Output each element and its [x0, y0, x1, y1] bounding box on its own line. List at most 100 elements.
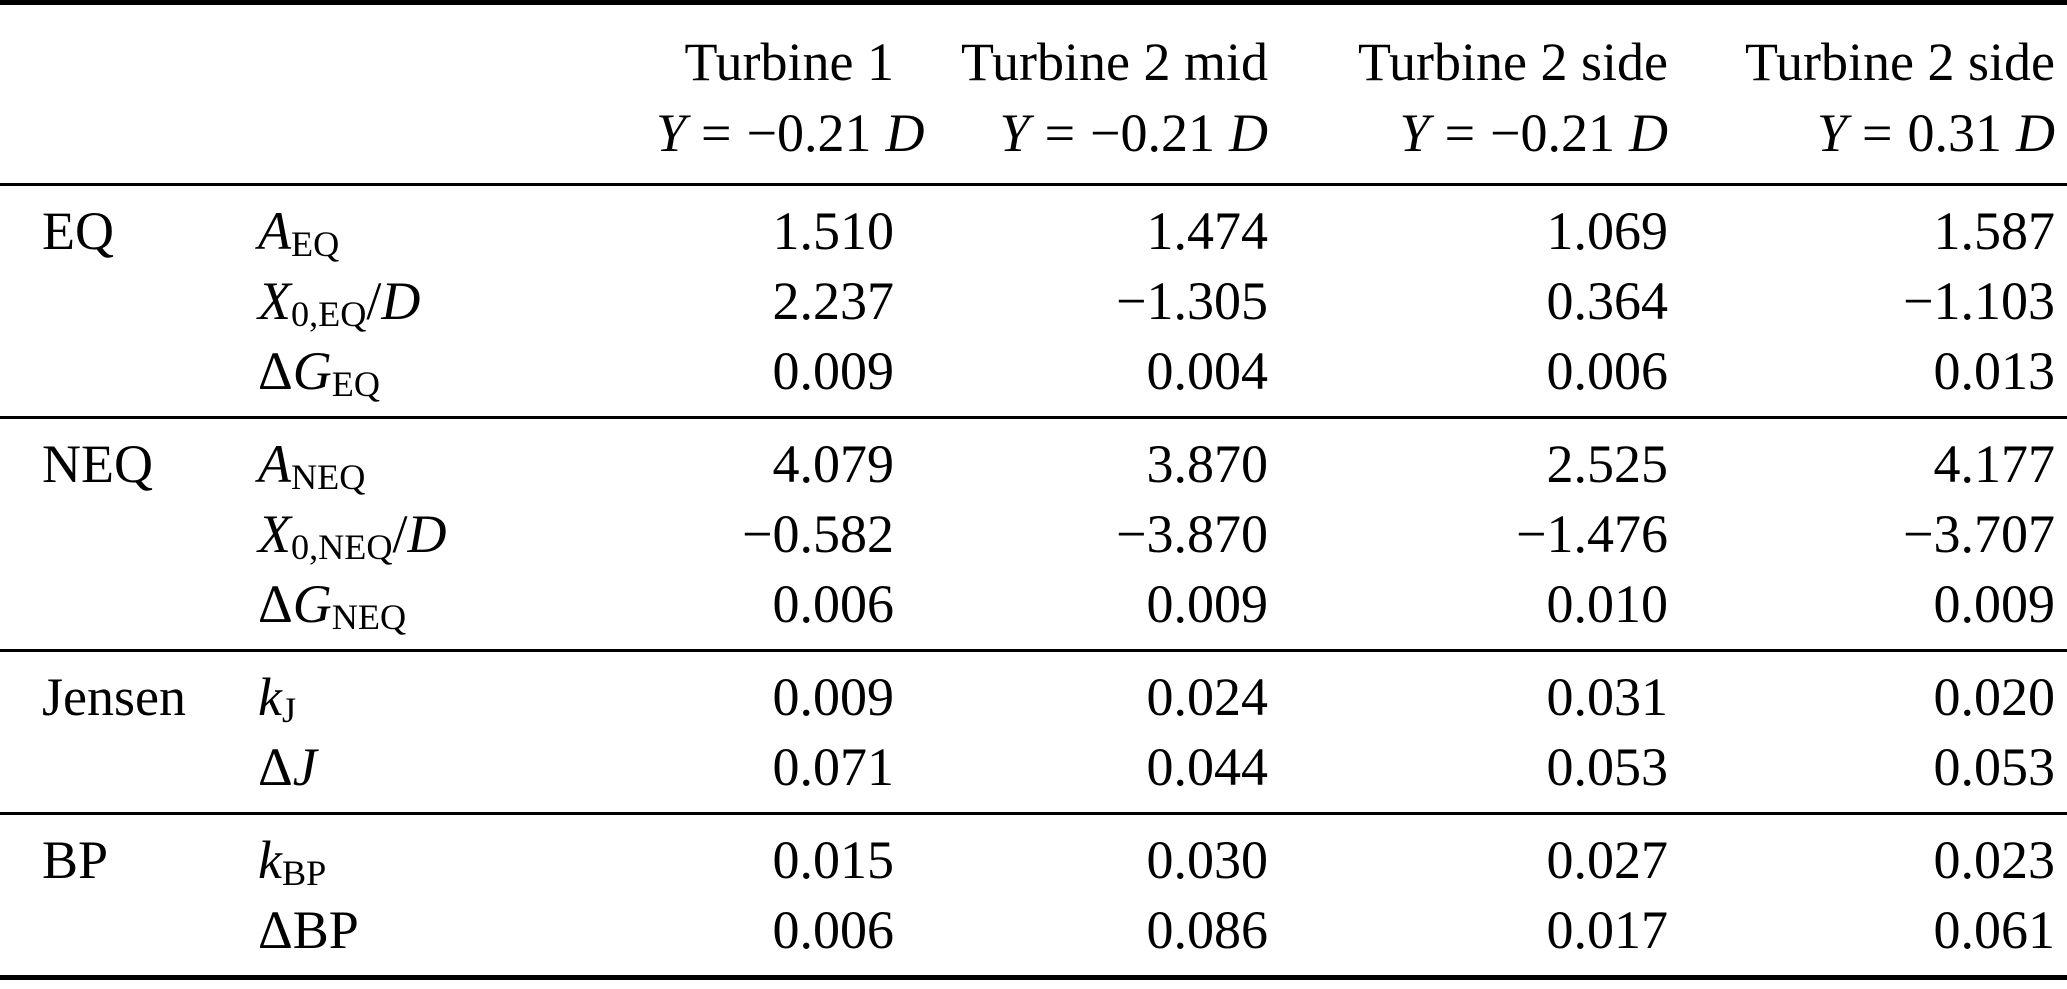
- group-label: BP: [42, 830, 109, 890]
- param-slash: /: [366, 271, 382, 331]
- value-cell: 0.015: [772, 830, 895, 890]
- param-symbol: A: [258, 201, 291, 261]
- row-delta-g-neq: ΔGNEQ 0.006 0.009 0.010 0.009: [0, 569, 2067, 651]
- param-label: ΔGNEQ: [216, 569, 656, 651]
- value-cell: 0.364: [1546, 271, 1669, 331]
- value-cell: 4.177: [1933, 434, 2056, 494]
- value-cell: 0.020: [1933, 667, 2056, 727]
- y-value: −0.21: [1090, 103, 1215, 163]
- row-x0-eq: X0,EQ/D 2.237 −1.305 0.364 −1.103: [0, 266, 2067, 336]
- column-y-position: Y = 0.31 D: [1668, 97, 2067, 169]
- value-cell: 0.009: [1146, 574, 1269, 634]
- param-subscript: EQ: [291, 223, 340, 264]
- value-cell: 1.587: [1933, 201, 2056, 261]
- value-cell: 0.009: [1933, 574, 2056, 634]
- y-value: −0.21: [1490, 103, 1615, 163]
- y-symbol: Y: [999, 103, 1030, 163]
- value-cell: 0.030: [1146, 830, 1269, 890]
- row-delta-j: ΔJ 0.071 0.044 0.053 0.053: [0, 732, 2067, 814]
- param-label: kBP: [216, 814, 656, 896]
- y-value: −0.21: [746, 103, 872, 163]
- param-label: ANEQ: [216, 418, 656, 500]
- param-label: ΔGEQ: [216, 336, 656, 418]
- value-cell: 0.071: [772, 737, 895, 797]
- column-title: Turbine 2 side: [1744, 32, 2055, 92]
- param-post-symbol: D: [381, 271, 421, 331]
- param-slash: /: [392, 504, 408, 564]
- value-cell: 0.061: [1933, 900, 2056, 960]
- group-label: Jensen: [42, 667, 186, 727]
- value-cell: 0.044: [1146, 737, 1269, 797]
- column-y-position: Y = −0.21 D: [1268, 97, 1668, 169]
- value-cell: 0.006: [772, 900, 895, 960]
- value-cell: 0.024: [1146, 667, 1269, 727]
- param-label: X0,NEQ/D: [216, 499, 656, 569]
- value-cell: 0.006: [1546, 341, 1669, 401]
- param-symbol: G: [292, 574, 332, 634]
- row-a-eq: EQ AEQ 1.510 1.474 1.069 1.587: [0, 185, 2067, 267]
- section-bp: BP kBP 0.015 0.030 0.027 0.023 ΔBP 0.006…: [0, 813, 2067, 978]
- param-subscript: J: [281, 689, 297, 730]
- value-cell: 1.474: [1146, 201, 1269, 261]
- column-header-turbine2-mid: Turbine 2 mid Y = −0.21 D: [894, 3, 1268, 185]
- value-cell: −3.707: [1903, 504, 2055, 564]
- param-subscript: BP: [281, 852, 327, 893]
- value-cell: 3.870: [1146, 434, 1269, 494]
- group-label: NEQ: [42, 434, 153, 494]
- param-symbol: X: [258, 504, 291, 564]
- group-label-empty: [0, 732, 216, 814]
- value-cell: −1.305: [1116, 271, 1268, 331]
- row-k-jensen: Jensen kJ 0.009 0.024 0.031 0.020: [0, 651, 2067, 733]
- group-label-empty: [0, 569, 216, 651]
- group-label: EQ: [42, 201, 114, 261]
- value-cell: 0.027: [1546, 830, 1669, 890]
- value-cell: 0.023: [1933, 830, 2056, 890]
- y-symbol: Y: [656, 103, 687, 163]
- value-cell: 0.010: [1546, 574, 1669, 634]
- value-cell: 1.069: [1546, 201, 1669, 261]
- param-symbol: G: [292, 341, 332, 401]
- y-symbol: Y: [1399, 103, 1430, 163]
- param-label: ΔJ: [216, 732, 656, 814]
- value-cell: 0.009: [772, 667, 895, 727]
- row-delta-bp: ΔBP 0.006 0.086 0.017 0.061: [0, 895, 2067, 978]
- value-cell: 0.053: [1546, 737, 1669, 797]
- section-jensen: Jensen kJ 0.009 0.024 0.031 0.020 ΔJ 0.0…: [0, 650, 2067, 814]
- value-cell: 0.017: [1546, 900, 1669, 960]
- corner-cell-param: [216, 3, 656, 185]
- param-subscript: 0,NEQ: [291, 526, 393, 567]
- header-row: Turbine 1 Y = −0.21 D Turbine 2 mid Y = −0.21…: [0, 3, 2067, 185]
- value-cell: 0.053: [1933, 737, 2056, 797]
- param-symbol: J: [292, 737, 317, 797]
- param-label: kJ: [216, 651, 656, 733]
- value-cell: 0.086: [1146, 900, 1269, 960]
- param-label: ΔBP: [216, 895, 656, 978]
- equals-sign: =: [1862, 103, 1893, 163]
- param-prefix: Δ: [258, 737, 293, 797]
- value-cell: 0.013: [1933, 341, 2056, 401]
- param-prefix: Δ: [258, 900, 293, 960]
- row-a-neq: NEQ ANEQ 4.079 3.870 2.525 4.177: [0, 418, 2067, 500]
- value-cell: 0.006: [772, 574, 895, 634]
- column-header-turbine2-side-b: Turbine 2 side Y = 0.31 D: [1668, 3, 2067, 185]
- value-cell: 0.009: [772, 341, 895, 401]
- param-label: AEQ: [216, 185, 656, 267]
- group-label-empty: [0, 895, 216, 978]
- section-neq: NEQ ANEQ 4.079 3.870 2.525 4.177 X0,NEQ/…: [0, 417, 2067, 651]
- value-cell: −0.582: [742, 504, 894, 564]
- group-label-empty: [0, 336, 216, 418]
- table-header: Turbine 1 Y = −0.21 D Turbine 2 mid Y = −0.21…: [0, 3, 2067, 185]
- value-cell: 4.079: [772, 434, 895, 494]
- param-subscript: 0,EQ: [291, 293, 367, 334]
- value-cell: 0.004: [1146, 341, 1269, 401]
- section-eq: EQ AEQ 1.510 1.474 1.069 1.587 X0,EQ/D 2…: [0, 184, 2067, 418]
- d-symbol: D: [2016, 103, 2055, 163]
- group-label-empty: [0, 499, 216, 569]
- param-symbol: k: [258, 667, 282, 727]
- param-symbol: k: [258, 830, 282, 890]
- equals-sign: =: [701, 103, 732, 163]
- param-prefix: Δ: [258, 341, 293, 401]
- row-x0-neq: X0,NEQ/D −0.582 −3.870 −1.476 −3.707: [0, 499, 2067, 569]
